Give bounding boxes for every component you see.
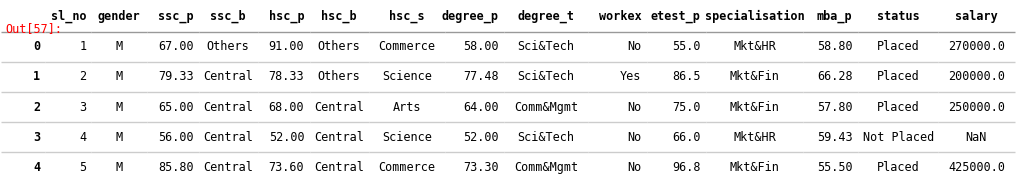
Text: Out[57]:: Out[57]: [5, 22, 62, 35]
